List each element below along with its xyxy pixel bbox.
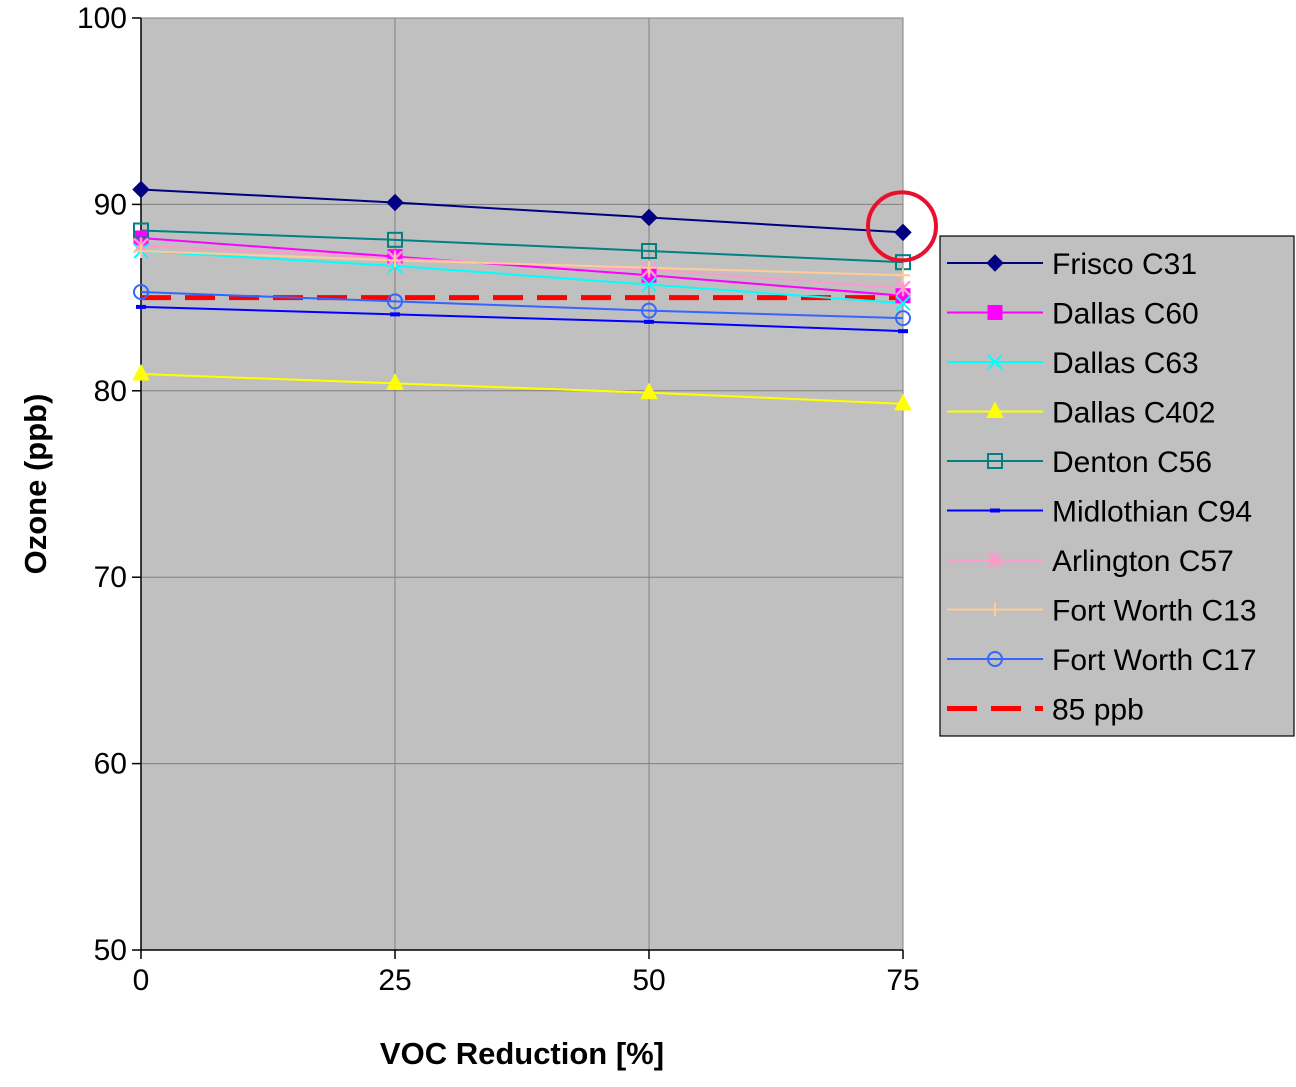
data-point-frisco-c31: [894, 223, 912, 242]
x-tick-label: 50: [632, 964, 665, 997]
y-tick-label: 100: [77, 2, 127, 35]
series-lines: [140, 188, 904, 405]
legend-marker-denton-c56: [987, 453, 1003, 469]
legend-label-dallas-c402: Dallas C402: [1052, 397, 1215, 430]
legend: Frisco C31 Dallas C60 Dallas C63 Dallas C40…: [939, 235, 1295, 737]
data-point-fort-worth-c17: [641, 302, 657, 319]
data-point-fort-worth-c13: [388, 253, 402, 268]
y-axis-title: Ozone (ppb): [18, 394, 53, 575]
series-line-dallas-c60: [140, 236, 904, 297]
y-tick-label: 70: [94, 561, 127, 594]
gridlines: [141, 18, 903, 950]
series-line-dallas-c402: [140, 373, 904, 405]
data-point-denton-c56: [387, 231, 403, 248]
data-point-dallas-c402: [132, 363, 150, 381]
data-point-frisco-c31: [640, 208, 658, 227]
legend-marker-dallas-c60: [987, 305, 1003, 320]
legend-marker-dallas-c402: [986, 401, 1004, 418]
legend-label-arlington-c57: Arlington C57: [1052, 545, 1234, 578]
legend-label-denton-c56: Denton C56: [1052, 446, 1212, 479]
data-point-fort-worth-c17: [133, 284, 149, 301]
data-point-denton-c56: [641, 243, 657, 259]
legend-label-midlothian-c94: Midlothian C94: [1052, 496, 1252, 529]
data-point-fort-worth-c13: [642, 260, 656, 275]
series-line-fort-worth-c17: [140, 291, 904, 320]
legend-marker-arlington-c57: [987, 552, 1003, 568]
legend-label-fort-worth-c17: Fort Worth C17: [1052, 644, 1257, 677]
y-tick-label: 80: [94, 375, 127, 408]
legend-label-frisco-c31: Frisco C31: [1052, 248, 1197, 281]
x-tick-label: 75: [886, 964, 919, 997]
series-line-fort-worth-c13: [140, 250, 904, 277]
y-tick-label: 90: [94, 188, 127, 221]
series-line-midlothian-c94: [140, 305, 904, 333]
legend-label-dallas-c60: Dallas C60: [1052, 298, 1199, 331]
x-tick-label: 25: [378, 964, 411, 997]
data-point-fort-worth-c17: [387, 293, 403, 310]
legend-marker-frisco-c31: [986, 254, 1004, 272]
y-tick-label: 50: [94, 934, 127, 967]
data-point-dallas-c63: [641, 276, 657, 293]
data-point-frisco-c31: [386, 193, 404, 212]
legend-marker-dallas-c63: [987, 354, 1003, 370]
data-point-fort-worth-c17: [895, 310, 911, 327]
data-point-arlington-c57: [895, 280, 911, 297]
y-axis: 50 60 70 80 90 100: [77, 2, 142, 967]
plot-area: [140, 17, 904, 951]
annotations: [866, 190, 938, 263]
legend-marker-fort-worth-c17: [987, 651, 1003, 667]
highlight-circle-annotation: [866, 190, 938, 263]
data-point-dallas-c402: [640, 382, 658, 400]
legend-label-fort-worth-c13: Fort Worth C13: [1052, 595, 1257, 628]
data-point-frisco-c31: [132, 180, 150, 199]
x-tick-label: 0: [133, 964, 150, 997]
data-point-fort-worth-c13: [134, 244, 148, 258]
data-point-dallas-c63: [895, 295, 911, 311]
x-axis: 0 25 50 75: [133, 949, 920, 997]
y-tick-label: 60: [94, 748, 127, 781]
series-line-dallas-c63: [140, 250, 904, 305]
series-line-denton-c56: [140, 229, 904, 264]
series-markers: [132, 180, 912, 411]
legend-label-85-ppb: 85 ppb: [1052, 694, 1144, 727]
legend-marker-fort-worth-c13: [988, 602, 1002, 617]
x-axis-title: VOC Reduction [%]: [380, 1036, 664, 1071]
data-point-fort-worth-c13: [896, 268, 910, 283]
data-point-dallas-c402: [386, 373, 404, 390]
legend-label-dallas-c63: Dallas C63: [1052, 347, 1199, 380]
data-point-dallas-c402: [894, 393, 912, 411]
series-line-frisco-c31: [140, 188, 904, 234]
